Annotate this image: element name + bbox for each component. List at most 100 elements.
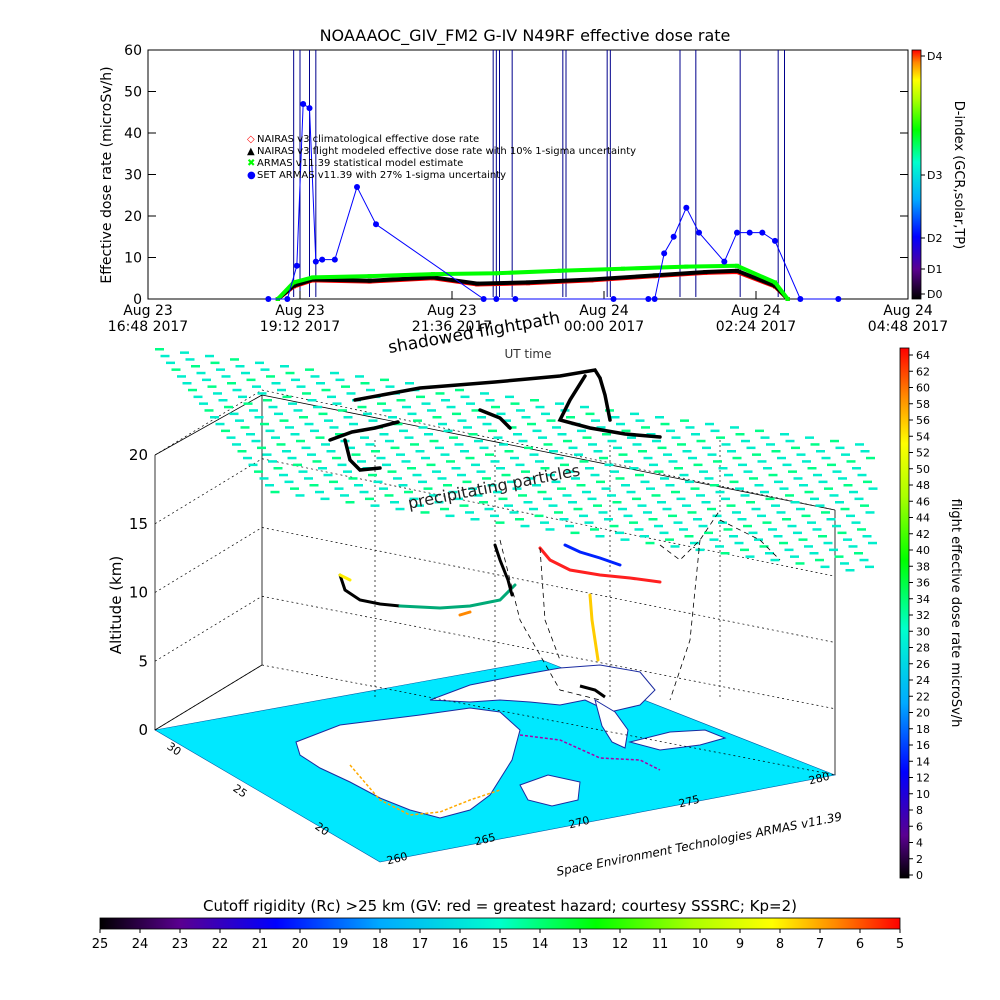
- particle-dot: [718, 521, 727, 524]
- particle-dot: [460, 395, 470, 399]
- series-point-1: [703, 270, 708, 275]
- particle-dot: [326, 450, 336, 453]
- particle-dot: [495, 521, 505, 524]
- particle-dot: [368, 473, 377, 477]
- particle-dot: [804, 490, 814, 494]
- shadowed-flightpath: [328, 368, 662, 472]
- particle-dot: [623, 514, 633, 518]
- particle-dot: [713, 460, 722, 463]
- particle-dot: [518, 439, 528, 443]
- series-point-set-armas: [610, 296, 617, 302]
- particle-dot: [621, 429, 631, 433]
- particle-dot: [634, 528, 644, 531]
- particle-dot: [305, 368, 314, 371]
- particle-dot: [854, 552, 863, 555]
- particle-dot: [332, 402, 342, 405]
- altitude-tick-label: 10: [129, 584, 148, 602]
- particle-dot: [743, 524, 752, 528]
- particle-dot: [632, 497, 641, 501]
- y-tick-label: 30: [124, 168, 142, 184]
- particle-dot: [668, 460, 678, 463]
- legend: ◇ NAIRAS v3 climatological effective dose…: [247, 134, 636, 181]
- particle-dot: [788, 470, 797, 473]
- particle-dot: [821, 456, 831, 460]
- dose-colorbar-ticks: 0246810121416182022242628303234363840424…: [909, 349, 930, 882]
- particle-dot: [823, 541, 833, 545]
- series-point-2: [310, 275, 315, 280]
- particle-dot: [515, 518, 524, 521]
- series-point-1: [367, 278, 372, 283]
- particle-dot: [191, 365, 200, 368]
- particle-dot: [707, 507, 716, 511]
- particle-dot: [838, 477, 847, 480]
- particle-dot: [762, 521, 772, 524]
- particle-dot: [829, 548, 838, 552]
- particle-dot: [315, 436, 325, 439]
- particle-dot: [860, 450, 870, 453]
- rigidity-tick-label: 25: [92, 937, 109, 952]
- dose-tick-label: 28: [916, 642, 930, 655]
- particle-dot: [546, 419, 556, 422]
- x-axis-label: UT time: [504, 347, 551, 361]
- dose-tick-label: 34: [916, 593, 930, 606]
- particle-dot: [412, 473, 422, 477]
- particle-dot: [562, 494, 572, 497]
- altitude-tick-label: 15: [129, 515, 148, 533]
- particle-dot: [346, 446, 355, 450]
- chart-title: NOAAAOC_GIV_FM2 G-IV N49RF effective dos…: [320, 26, 731, 46]
- particle-dot: [427, 409, 436, 412]
- rigidity-tick-label: 11: [652, 937, 669, 952]
- particle-dot: [277, 388, 286, 392]
- particle-dot: [765, 497, 775, 501]
- x-tick-label-day: Aug 24: [731, 303, 781, 319]
- series-point-set-armas: [696, 229, 702, 236]
- particle-dot: [532, 484, 541, 487]
- rigidity-tick-label: 7: [816, 937, 824, 952]
- dose-tick-label: 62: [916, 365, 930, 378]
- particle-dot: [668, 514, 677, 518]
- particle-dot: [618, 453, 628, 456]
- particle-dot: [520, 524, 530, 528]
- particle-dot: [587, 497, 597, 501]
- particle-dot: [524, 446, 533, 450]
- particle-dot: [868, 487, 878, 490]
- particle-dot: [385, 439, 394, 443]
- particle-dot: [690, 487, 700, 490]
- rigidity-tick-label: 15: [492, 937, 509, 952]
- particle-dot: [826, 518, 836, 521]
- series-point-set-armas: [373, 221, 379, 228]
- particle-dot: [630, 412, 639, 416]
- particle-dot: [580, 405, 589, 409]
- particle-dot: [671, 490, 680, 494]
- particle-dot: [802, 460, 811, 463]
- particle-dot: [693, 518, 702, 521]
- particle-dot: [746, 446, 756, 450]
- particle-dot: [415, 450, 425, 453]
- dose-colorbar: [899, 347, 910, 879]
- particle-dot: [463, 426, 472, 429]
- rigidity-tick-label: 18: [372, 937, 389, 952]
- dose-tick-label: 44: [916, 512, 930, 525]
- x-tick-label-time: 02:24 2017: [716, 319, 796, 335]
- particle-dot: [320, 497, 330, 501]
- series-point-set-armas: [772, 237, 778, 244]
- particle-dot: [834, 555, 844, 558]
- d-index-tick-label: D3: [927, 169, 942, 182]
- altitude-ticks: 0 5 10 15 20: [129, 446, 148, 739]
- particle-dot: [345, 501, 355, 504]
- particle-dot: [312, 460, 322, 463]
- particle-dot: [584, 521, 594, 524]
- land-yucatan: [519, 774, 581, 807]
- particle-dot: [537, 490, 547, 494]
- particle-dot: [593, 504, 602, 507]
- perspective-box: [154, 389, 836, 776]
- particle-dot: [702, 446, 711, 450]
- particle-dot: [332, 456, 341, 460]
- particle-dot: [710, 484, 719, 487]
- particle-dot: [698, 524, 708, 528]
- series-point-set-armas: [721, 258, 728, 265]
- particle-dot: [407, 412, 417, 416]
- particle-dot: [576, 484, 586, 487]
- particle-dot: [840, 562, 849, 565]
